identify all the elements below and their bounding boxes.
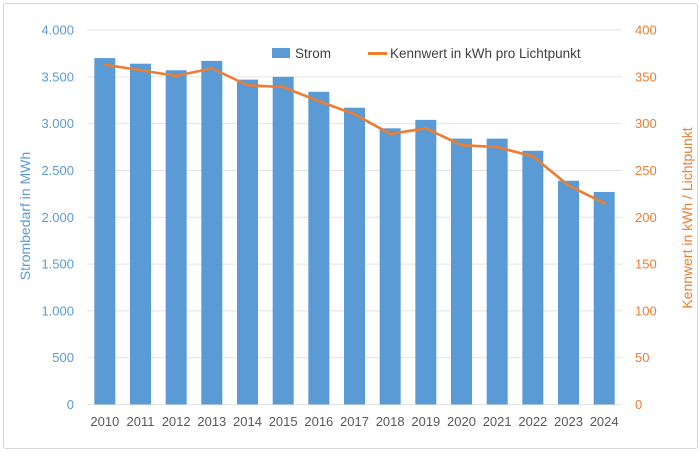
bar-2018 <box>379 128 401 405</box>
x-axis-tick-label: 2024 <box>590 414 619 429</box>
bar-2011 <box>130 63 151 405</box>
bar-2020 <box>451 138 472 405</box>
kennwert-line <box>103 63 606 205</box>
x-axis-tick-label: 2012 <box>162 414 191 429</box>
chart-frame: 0 500 1.000 1.500 2.000 2.500 3.000 3.500 4.000 0… <box>3 3 698 449</box>
right-axis-tick-label: 350 <box>635 69 657 84</box>
bar-2023 <box>558 180 579 405</box>
right-axis-tick-label: 100 <box>635 303 657 318</box>
right-axis-tick-label: 200 <box>635 210 657 225</box>
x-axis-tick-label: 2022 <box>518 414 547 429</box>
right-axis-tick-label: 150 <box>635 257 657 272</box>
left-axis-tick-label: 3.000 <box>41 116 74 131</box>
x-axis-tick-label: 2019 <box>411 414 440 429</box>
left-axis-tick-label: 4.000 <box>41 23 74 38</box>
left-axis-tick-label: 500 <box>52 350 74 365</box>
bar-2014 <box>237 79 258 405</box>
left-axis-title: Strombedarf in MWh <box>17 151 33 281</box>
right-axis-tick-label: 0 <box>635 397 642 412</box>
right-axis-title: Kennwert in kWh / Lichtpunkt <box>679 127 695 309</box>
bar-2021 <box>486 138 508 405</box>
bar-2012 <box>165 70 187 405</box>
right-axis-tick-label: 400 <box>635 23 657 38</box>
bar-2017 <box>344 107 365 405</box>
legend-strom-label: Strom <box>295 46 332 61</box>
bar-2010 <box>94 58 116 405</box>
right-axis-tick-label: 250 <box>635 163 657 178</box>
x-axis-tick-label: 2018 <box>376 414 405 429</box>
x-axis-tick-label: 2016 <box>304 414 333 429</box>
legend-kennwert-label: Kennwert in kWh pro Lichtpunkt <box>390 46 581 61</box>
x-axis-tick-label: 2010 <box>90 414 119 429</box>
left-axis-tick-label: 2.000 <box>41 210 74 225</box>
combo-chart: 0 500 1.000 1.500 2.000 2.500 3.000 3.500 4.000 0… <box>41 23 657 430</box>
left-axis-tick-label: 3.500 <box>41 69 74 84</box>
x-axis-tick-label: 2021 <box>483 414 512 429</box>
x-axis-tick-label: 2020 <box>447 414 476 429</box>
x-axis-tick-label: 2017 <box>340 414 369 429</box>
bar-2013 <box>201 60 223 405</box>
bar-2015 <box>272 76 294 405</box>
x-axis-tick-label: 2014 <box>233 414 262 429</box>
legend-bar-swatch <box>272 48 290 58</box>
left-axis-tick-label: 1.500 <box>41 257 74 272</box>
bar-2022 <box>522 150 544 405</box>
legend-line-swatch <box>368 52 387 55</box>
left-axis-tick-label: 2.500 <box>41 163 74 178</box>
left-axis-tick-label: 1.000 <box>41 303 74 318</box>
x-axis-tick-label: 2011 <box>127 414 155 429</box>
x-axis-tick-label: 2023 <box>554 414 583 429</box>
right-axis-tick-label: 50 <box>635 350 649 365</box>
right-axis-tick-label: 300 <box>635 116 657 131</box>
bar-2019 <box>415 119 437 405</box>
bar-2024 <box>593 191 615 405</box>
bar-2016 <box>308 91 330 405</box>
x-axis-tick-label: 2013 <box>197 414 226 429</box>
left-axis-tick-label: 0 <box>67 397 74 412</box>
x-axis-tick-label: 2015 <box>269 414 298 429</box>
